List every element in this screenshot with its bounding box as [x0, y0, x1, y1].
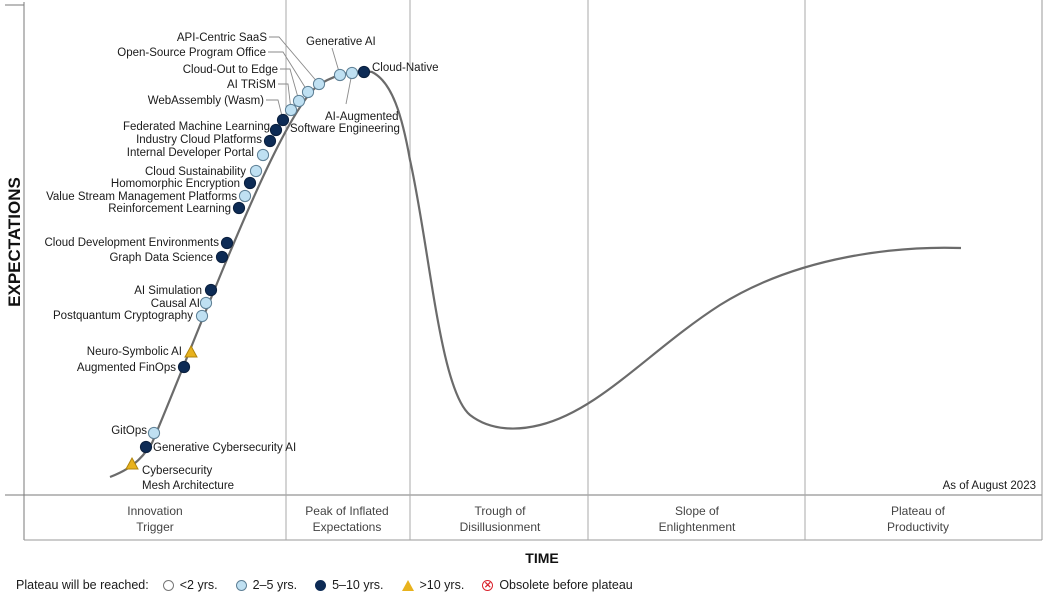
technology-marker [345, 66, 359, 80]
technology-label: Homomorphic Encryption [111, 178, 240, 190]
technology-label: Cloud-Out to Edge [183, 64, 278, 76]
technology-label: Cloud Sustainability [145, 166, 246, 178]
phase-labels: Innovation Trigger Peak of Inflated Expecta… [127, 504, 949, 534]
legend-item-5to10: 5–10 yrs. [315, 578, 384, 592]
phase-label: Plateau of [891, 504, 946, 518]
legend-item-gt10: >10 yrs. [401, 578, 465, 592]
technology-marker [215, 250, 229, 264]
technology-label: Internal Developer Portal [127, 147, 254, 159]
yellow-triangle-icon [401, 579, 414, 591]
technology-label: GitOps [111, 425, 147, 437]
label-leader-line [268, 51, 309, 93]
technology-label: Cloud Development Environments [44, 237, 219, 249]
technology-label: Cloud-Native [372, 62, 438, 74]
technology-label: Software Engineering [290, 123, 400, 135]
phase-label: Enlightenment [659, 520, 736, 534]
technology-marker-triangle [125, 456, 139, 470]
technology-marker [269, 123, 283, 137]
x-axis-title: TIME [525, 550, 558, 566]
technology-marker [276, 113, 290, 127]
technology-marker [139, 440, 153, 454]
phase-label: Innovation [127, 504, 182, 518]
phase-label: Trigger [136, 520, 174, 534]
legend-item-obsolete: ✕ Obsolete before plateau [482, 578, 633, 592]
phase-label: Trough of [475, 504, 527, 518]
technology-label: Generative AI [306, 36, 376, 48]
technology-marker [195, 309, 209, 323]
technology-label: Industry Cloud Platforms [136, 134, 262, 146]
legend-label: 5–10 yrs. [332, 578, 384, 592]
technology-label: Neuro-Symbolic AI [87, 346, 182, 358]
as-of-label: As of August 2023 [943, 480, 1036, 492]
technology-marker [238, 189, 252, 203]
legend: Plateau will be reached: <2 yrs. 2–5 yrs… [16, 578, 651, 592]
legend-item-lt2: <2 yrs. [162, 578, 218, 592]
phase-label: Peak of Inflated [305, 504, 388, 518]
technology-marker [301, 85, 315, 99]
technology-label: Augmented FinOps [77, 362, 176, 374]
light-blue-circle-icon [235, 579, 247, 591]
navy-circle-icon [315, 579, 327, 591]
phase-label: Slope of [675, 504, 720, 518]
technology-label: WebAssembly (Wasm) [148, 95, 264, 107]
technology-label: Federated Machine Learning [123, 121, 270, 133]
technology-marker [256, 148, 270, 162]
technology-markers [125, 65, 371, 470]
technology-label: Postquantum Cryptography [53, 310, 193, 322]
label-leader-line [269, 36, 320, 85]
technology-marker [357, 65, 371, 79]
plot-frame [5, 0, 1043, 541]
technology-label: AI Simulation [134, 285, 202, 297]
technology-label: Cybersecurity [142, 465, 213, 477]
technology-marker [284, 103, 298, 117]
technology-label: Reinforcement Learning [108, 203, 231, 215]
obsolete-x-icon: ✕ [482, 579, 494, 591]
y-axis-title: EXPECTATIONS [5, 177, 24, 307]
phase-label: Productivity [887, 520, 949, 534]
technology-labels: Cybersecurity Mesh Architecture Generative… [44, 32, 438, 492]
technology-label: Open-Source Program Office [117, 47, 266, 59]
technology-marker [204, 283, 218, 297]
technology-marker [312, 77, 326, 91]
label-leader-line [266, 99, 284, 121]
legend-item-2to5: 2–5 yrs. [235, 578, 298, 592]
technology-marker [232, 201, 246, 215]
label-leaders [266, 36, 353, 121]
legend-label: Obsolete before plateau [499, 578, 633, 592]
technology-marker [177, 360, 191, 374]
white-circle-icon [162, 579, 174, 591]
technology-marker [292, 94, 306, 108]
phase-label: Disillusionment [460, 520, 541, 534]
technology-marker [220, 236, 234, 250]
label-leader-line [280, 68, 300, 102]
technology-label: Generative Cybersecurity AI [153, 442, 296, 454]
legend-title: Plateau will be reached: [16, 578, 149, 592]
legend-label: >10 yrs. [419, 578, 465, 592]
technology-marker [147, 426, 161, 440]
technology-label: Mesh Architecture [142, 480, 234, 492]
technology-marker [333, 68, 347, 82]
technology-label: AI-Augmented [325, 111, 399, 123]
legend-label: <2 yrs. [179, 578, 218, 592]
technology-marker-triangle [184, 344, 198, 358]
label-leader-line [278, 83, 292, 111]
technology-marker [243, 176, 257, 190]
phase-label: Expectations [313, 520, 382, 534]
technology-label: Value Stream Management Platforms [46, 191, 237, 203]
technology-label: AI TRiSM [227, 79, 276, 91]
technology-marker [199, 296, 213, 310]
legend-label: 2–5 yrs. [252, 578, 298, 592]
technology-label: Graph Data Science [109, 252, 213, 264]
technology-label: API-Centric SaaS [177, 32, 267, 44]
technology-marker [249, 164, 263, 178]
technology-label: Causal AI [151, 298, 200, 310]
technology-marker [263, 134, 277, 148]
